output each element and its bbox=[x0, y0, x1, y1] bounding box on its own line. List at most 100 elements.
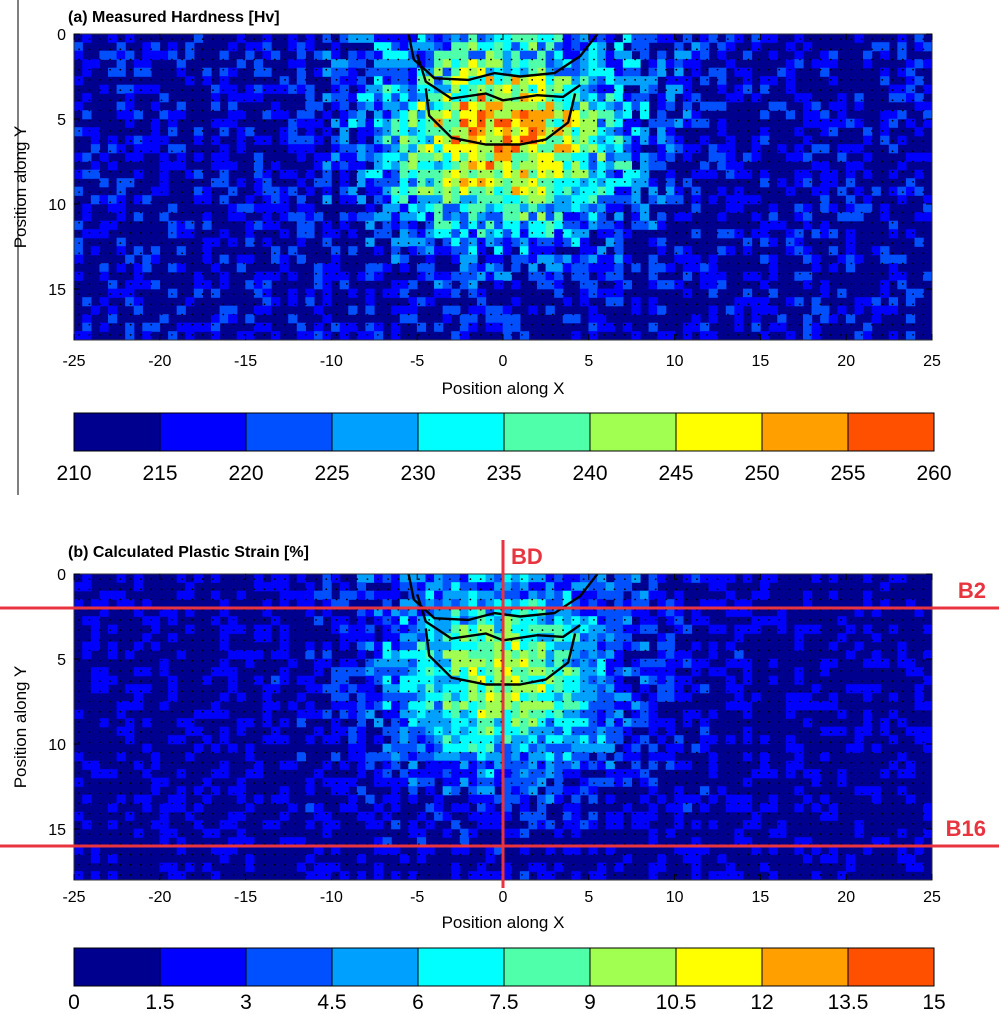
heatmap-cell bbox=[880, 305, 890, 315]
measurement-point bbox=[809, 262, 812, 265]
measurement-point bbox=[737, 221, 739, 224]
colorbar-segment bbox=[246, 413, 332, 451]
measurement-point bbox=[387, 99, 389, 102]
measurement-point bbox=[119, 303, 122, 306]
measurement-point bbox=[603, 38, 606, 40]
measurement-point bbox=[232, 130, 235, 132]
heatmap-cell bbox=[579, 633, 590, 643]
measurement-point bbox=[232, 221, 235, 224]
heatmap-cell bbox=[579, 582, 590, 592]
measurement-point bbox=[140, 68, 142, 71]
measurement-point bbox=[459, 211, 461, 214]
heatmap-cell bbox=[425, 42, 435, 52]
heatmap-cell bbox=[863, 50, 873, 60]
heatmap-cell bbox=[914, 42, 924, 52]
heatmap-cell bbox=[253, 624, 264, 634]
measurement-point bbox=[747, 58, 750, 61]
measurement-point bbox=[366, 89, 369, 91]
heatmap-cell bbox=[365, 127, 375, 137]
heatmap-cell bbox=[399, 101, 409, 111]
measurement-point bbox=[253, 272, 256, 275]
heatmap-cell bbox=[923, 271, 932, 281]
measurement-point bbox=[572, 323, 575, 326]
heatmap-cell bbox=[219, 144, 229, 154]
measurement-point bbox=[438, 232, 441, 234]
heatmap-cell bbox=[416, 169, 427, 179]
heatmap-cell bbox=[262, 633, 272, 643]
measurement-point bbox=[757, 160, 760, 163]
heatmap-cell bbox=[108, 135, 118, 145]
measurement-point bbox=[778, 99, 781, 102]
heatmap-cell bbox=[374, 212, 384, 222]
heatmap-cell bbox=[279, 84, 289, 94]
heatmap-cell bbox=[537, 186, 547, 196]
measurement-point bbox=[294, 170, 297, 173]
measurement-point bbox=[912, 99, 915, 102]
measurement-point bbox=[613, 58, 616, 61]
heatmap-cell bbox=[502, 599, 512, 609]
measurement-point bbox=[212, 252, 214, 255]
heatmap-cell bbox=[708, 195, 718, 205]
measurement-point bbox=[376, 99, 379, 102]
measurement-point bbox=[479, 68, 482, 71]
heatmap-cell bbox=[682, 178, 693, 188]
heatmap-cell bbox=[554, 110, 564, 120]
measurement-point bbox=[356, 272, 359, 275]
heatmap-cell bbox=[485, 161, 495, 171]
heatmap-cell bbox=[202, 195, 212, 205]
measurement-point bbox=[891, 38, 894, 40]
measurement-point bbox=[160, 242, 163, 245]
measurement-point bbox=[593, 242, 595, 245]
measurement-point bbox=[572, 262, 575, 265]
heatmap-cell bbox=[562, 84, 572, 94]
heatmap-cell bbox=[579, 178, 590, 188]
heatmap-cell bbox=[657, 135, 667, 145]
colorbar-tick-label: 225 bbox=[314, 462, 349, 485]
heatmap-cell bbox=[494, 263, 504, 273]
heatmap-cell bbox=[708, 582, 718, 592]
heatmap-cell bbox=[399, 305, 409, 315]
heatmap-cell bbox=[485, 271, 495, 281]
measurement-point bbox=[675, 150, 678, 153]
measurement-point bbox=[407, 211, 410, 214]
measurement-point bbox=[881, 58, 884, 61]
measurement-point bbox=[232, 323, 235, 326]
heatmap-cell bbox=[700, 599, 710, 609]
measurement-point bbox=[315, 262, 317, 265]
measurement-point bbox=[459, 181, 461, 183]
measurement-point bbox=[263, 38, 266, 40]
heatmap-cell bbox=[682, 331, 693, 340]
heatmap-cell bbox=[245, 50, 255, 60]
heatmap-cell bbox=[476, 288, 487, 298]
measurement-point bbox=[665, 262, 667, 265]
measurement-point bbox=[273, 150, 276, 153]
measurement-point bbox=[325, 38, 328, 40]
heatmap-cell bbox=[74, 331, 83, 340]
heatmap-cell bbox=[313, 161, 324, 171]
heatmap-cell bbox=[828, 263, 838, 273]
measurement-point bbox=[150, 221, 153, 224]
measurement-point bbox=[438, 303, 441, 306]
heatmap-cell bbox=[116, 237, 126, 247]
heatmap-cell bbox=[888, 297, 898, 307]
heatmap-cell bbox=[485, 195, 495, 205]
heatmap-cell bbox=[305, 127, 315, 137]
measurement-point bbox=[603, 191, 606, 194]
heatmap-cell bbox=[820, 178, 830, 188]
heatmap-cell bbox=[271, 203, 281, 213]
heatmap-cell bbox=[374, 127, 384, 137]
measurement-point bbox=[490, 58, 492, 61]
heatmap-cell bbox=[845, 263, 856, 273]
heatmap-cell bbox=[537, 582, 547, 592]
measurement-point bbox=[150, 79, 153, 81]
measurement-point bbox=[253, 99, 256, 102]
heatmap-cell bbox=[751, 229, 761, 239]
measurement-point bbox=[315, 242, 317, 245]
heatmap-cell bbox=[210, 152, 221, 162]
heatmap-cell bbox=[391, 84, 401, 94]
measurement-point bbox=[562, 303, 564, 306]
heatmap-cell bbox=[176, 152, 186, 162]
heatmap-cell bbox=[785, 42, 796, 52]
heatmap-cell bbox=[176, 161, 186, 171]
heatmap-cell bbox=[108, 67, 118, 77]
